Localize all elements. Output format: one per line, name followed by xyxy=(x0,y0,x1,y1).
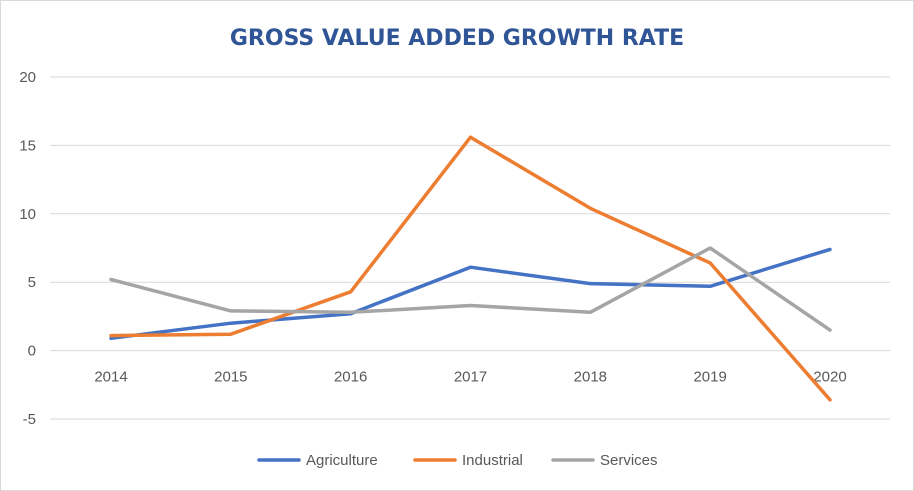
x-tick-label: 2016 xyxy=(334,369,367,386)
x-tick-label: 2018 xyxy=(574,369,607,386)
series-line-services xyxy=(109,246,832,332)
legend-label-agriculture: Agriculture xyxy=(306,452,378,469)
x-tick-label: 2015 xyxy=(214,369,247,386)
y-tick-label: 5 xyxy=(28,274,36,291)
series-line-industrial xyxy=(109,135,832,402)
y-tick-label: 15 xyxy=(19,137,36,154)
x-tick-label: 2020 xyxy=(813,369,846,386)
y-tick-label: 20 xyxy=(19,69,36,86)
chart-title: GROSS VALUE ADDED GROWTH RATE xyxy=(230,26,684,51)
x-axis-ticks: 2014 2015 2016 2017 2018 2019 2020 xyxy=(94,369,846,386)
legend: Agriculture Industrial Services xyxy=(257,452,658,469)
y-tick-label: -5 xyxy=(23,411,36,428)
legend-label-services: Services xyxy=(600,452,658,469)
series-lines xyxy=(109,135,832,402)
y-tick-label: 0 xyxy=(28,343,36,360)
x-tick-label: 2017 xyxy=(454,369,487,386)
y-tick-label: 10 xyxy=(19,206,36,223)
series-line-agriculture xyxy=(109,247,832,341)
x-tick-label: 2014 xyxy=(94,369,127,386)
gridlines xyxy=(50,76,890,420)
x-tick-label: 2019 xyxy=(693,369,726,386)
y-axis-ticks: -5 0 5 10 15 20 xyxy=(19,69,36,428)
legend-label-industrial: Industrial xyxy=(462,452,523,469)
